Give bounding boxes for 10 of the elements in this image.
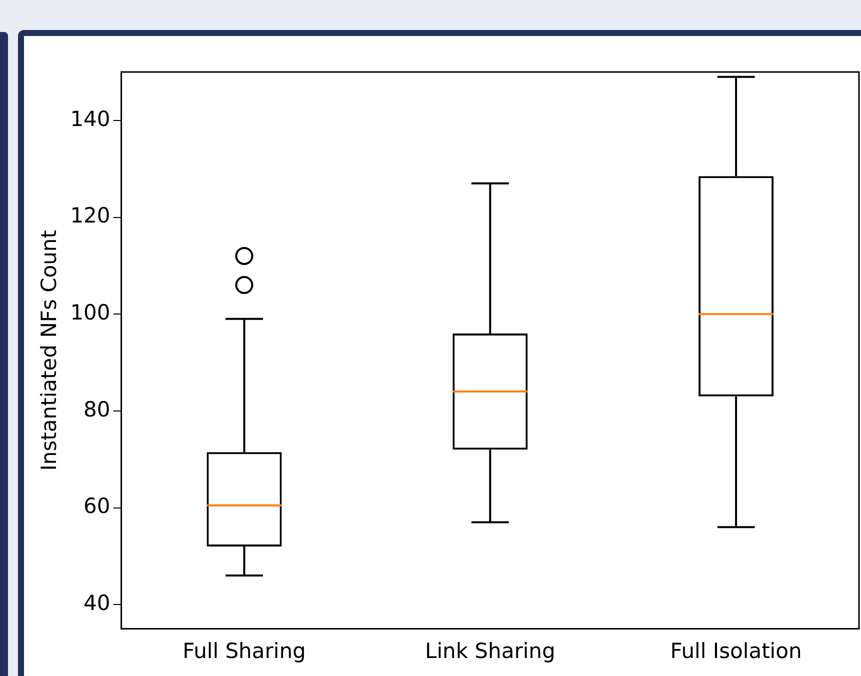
x-tick-label: Link Sharing — [424, 638, 556, 663]
y-tick-label: 120 — [70, 204, 110, 228]
y-tick-label: 100 — [70, 300, 110, 325]
y-tick-label: 140 — [70, 106, 110, 131]
x-tick-label: Full Isolation — [670, 638, 802, 663]
y-tick-label: 80 — [84, 397, 110, 422]
y-tick-label: 40 — [84, 591, 110, 616]
x-tick-label: Full Sharing — [182, 638, 306, 663]
y-tick-label: 60 — [84, 494, 110, 518]
y-axis-title: Instantiated NFs Count — [37, 230, 62, 471]
